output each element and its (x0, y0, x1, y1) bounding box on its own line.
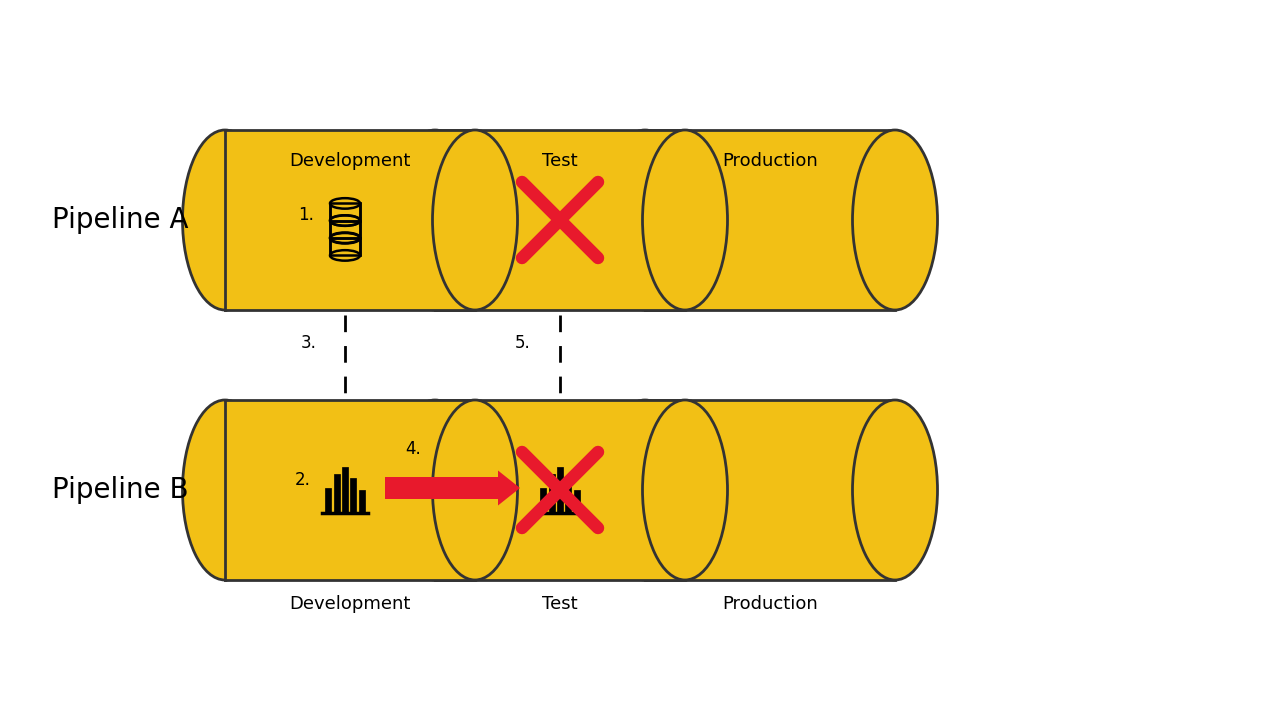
Polygon shape (435, 130, 685, 310)
Ellipse shape (603, 130, 687, 310)
Ellipse shape (393, 400, 477, 580)
Polygon shape (645, 400, 895, 580)
Text: 3.: 3. (301, 334, 317, 352)
Polygon shape (351, 479, 356, 513)
Polygon shape (358, 490, 365, 513)
Ellipse shape (393, 130, 477, 310)
Ellipse shape (183, 130, 268, 310)
Ellipse shape (183, 400, 268, 580)
Polygon shape (225, 130, 475, 310)
Polygon shape (225, 400, 475, 580)
Polygon shape (435, 400, 685, 580)
Polygon shape (540, 487, 547, 513)
Text: Production: Production (722, 595, 818, 613)
Text: Test: Test (543, 152, 577, 170)
Ellipse shape (433, 130, 517, 310)
Text: 4.: 4. (404, 440, 421, 458)
Polygon shape (325, 487, 332, 513)
Polygon shape (573, 490, 580, 513)
Polygon shape (557, 467, 563, 513)
Text: 5.: 5. (515, 334, 530, 352)
Polygon shape (549, 474, 554, 513)
Text: 1.: 1. (298, 206, 314, 224)
FancyArrow shape (385, 470, 520, 505)
Polygon shape (566, 479, 571, 513)
Polygon shape (334, 474, 339, 513)
Ellipse shape (643, 130, 727, 310)
Text: Development: Development (289, 152, 411, 170)
Ellipse shape (643, 400, 727, 580)
Text: Test: Test (543, 595, 577, 613)
Ellipse shape (852, 400, 937, 580)
Polygon shape (645, 130, 895, 310)
Text: Pipeline A: Pipeline A (51, 206, 188, 234)
Text: Development: Development (289, 595, 411, 613)
Text: 2.: 2. (294, 471, 311, 489)
Polygon shape (342, 467, 348, 513)
Ellipse shape (852, 130, 937, 310)
Text: Pipeline B: Pipeline B (51, 476, 188, 504)
Text: Production: Production (722, 152, 818, 170)
Ellipse shape (603, 400, 687, 580)
Ellipse shape (433, 400, 517, 580)
